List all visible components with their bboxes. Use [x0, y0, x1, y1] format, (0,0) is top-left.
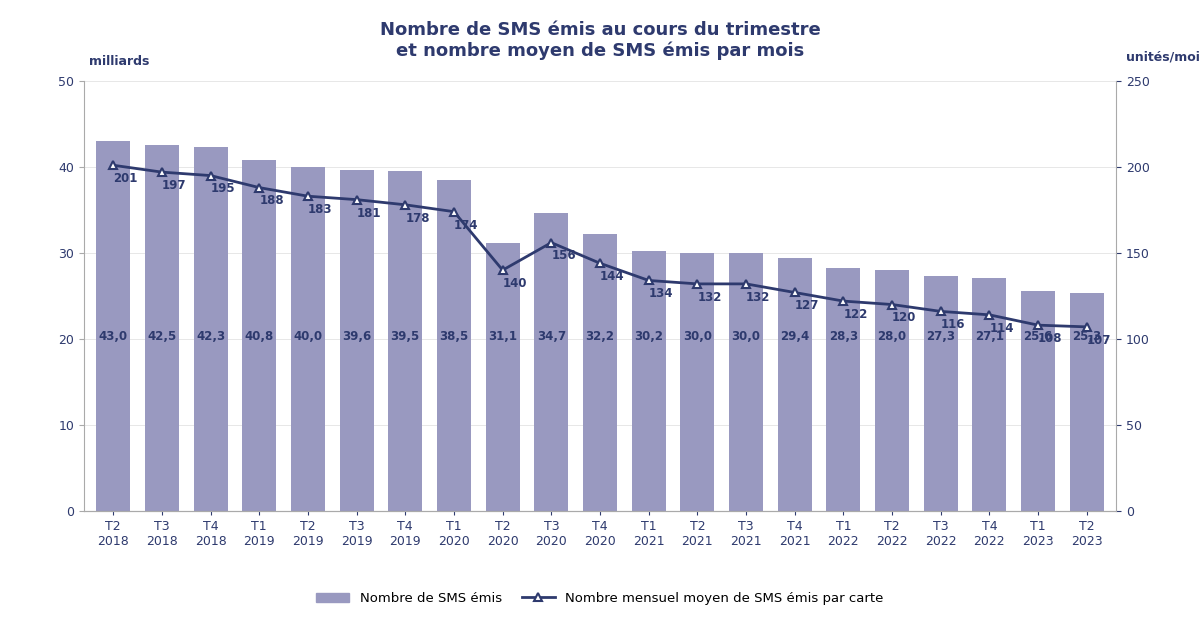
- Text: 108: 108: [1038, 332, 1063, 345]
- Bar: [924, 276, 958, 511]
- Text: milliards: milliards: [89, 55, 149, 68]
- Bar: [290, 167, 325, 511]
- Legend: Nombre de SMS émis, Nombre mensuel moyen de SMS émis par carte: Nombre de SMS émis, Nombre mensuel moyen…: [311, 587, 889, 610]
- Text: 31,1: 31,1: [488, 330, 517, 343]
- Bar: [631, 251, 666, 511]
- Text: 127: 127: [794, 300, 820, 312]
- Bar: [437, 180, 472, 511]
- Bar: [680, 253, 714, 511]
- Bar: [778, 258, 811, 511]
- Text: 39,6: 39,6: [342, 330, 371, 343]
- Bar: [534, 212, 569, 511]
- Title: Nombre de SMS émis au cours du trimestre
et nombre moyen de SMS émis par mois: Nombre de SMS émis au cours du trimestre…: [379, 21, 821, 60]
- Text: 30,0: 30,0: [732, 330, 761, 343]
- Text: 188: 188: [259, 194, 284, 207]
- Text: 120: 120: [892, 312, 917, 325]
- Text: 116: 116: [941, 318, 965, 331]
- Bar: [583, 234, 617, 511]
- Text: 27,3: 27,3: [926, 330, 955, 343]
- Text: 30,2: 30,2: [634, 330, 664, 343]
- Text: 140: 140: [503, 277, 527, 290]
- Text: 29,4: 29,4: [780, 330, 809, 343]
- Bar: [389, 171, 422, 511]
- Text: 114: 114: [990, 321, 1014, 335]
- Bar: [730, 253, 763, 511]
- Text: 34,7: 34,7: [536, 330, 566, 343]
- Bar: [972, 278, 1007, 511]
- Text: 40,0: 40,0: [293, 330, 323, 343]
- Text: 181: 181: [356, 206, 382, 219]
- Text: 156: 156: [551, 249, 576, 262]
- Text: 201: 201: [113, 172, 138, 185]
- Bar: [96, 141, 131, 511]
- Text: 43,0: 43,0: [98, 330, 127, 343]
- Text: 25,6: 25,6: [1024, 330, 1052, 343]
- Text: 132: 132: [697, 291, 721, 304]
- Bar: [1069, 293, 1104, 511]
- Bar: [193, 147, 228, 511]
- Bar: [340, 171, 373, 511]
- Text: 178: 178: [406, 212, 430, 225]
- Text: 42,3: 42,3: [196, 330, 226, 343]
- Bar: [827, 267, 860, 511]
- Text: 28,0: 28,0: [877, 330, 907, 343]
- Text: unités/mois: unités/mois: [1127, 51, 1200, 64]
- Text: 40,8: 40,8: [245, 330, 274, 343]
- Text: 27,1: 27,1: [974, 330, 1004, 343]
- Bar: [875, 270, 910, 511]
- Bar: [145, 146, 179, 511]
- Text: 39,5: 39,5: [391, 330, 420, 343]
- Text: 42,5: 42,5: [148, 330, 176, 343]
- Text: 107: 107: [1087, 334, 1111, 347]
- Text: 28,3: 28,3: [829, 330, 858, 343]
- Text: 144: 144: [600, 270, 625, 283]
- Text: 183: 183: [308, 203, 332, 216]
- Text: 174: 174: [454, 219, 479, 232]
- Text: 32,2: 32,2: [586, 330, 614, 343]
- Text: 38,5: 38,5: [439, 330, 468, 343]
- Bar: [486, 244, 520, 511]
- Text: 30,0: 30,0: [683, 330, 712, 343]
- Text: 195: 195: [210, 183, 235, 196]
- Text: 134: 134: [649, 287, 673, 300]
- Text: 122: 122: [844, 308, 868, 321]
- Text: 25,3: 25,3: [1073, 330, 1102, 343]
- Bar: [1021, 291, 1055, 511]
- Text: 132: 132: [746, 291, 770, 304]
- Text: 197: 197: [162, 179, 186, 192]
- Bar: [242, 160, 276, 511]
